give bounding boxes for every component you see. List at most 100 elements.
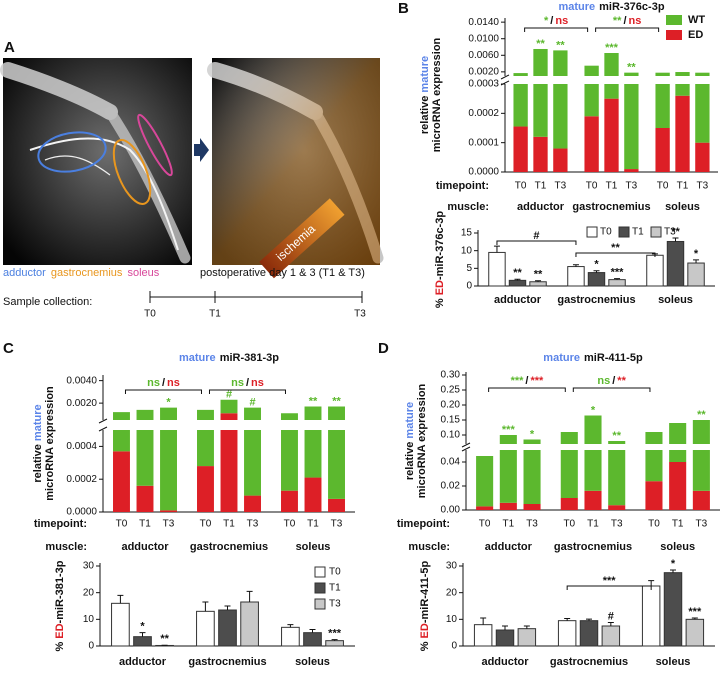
error-bar — [535, 280, 542, 282]
title-name: miR-411-5p — [584, 352, 643, 364]
significance-label: ** — [160, 633, 169, 645]
comparison-label: ** / ns — [613, 15, 641, 27]
bar — [508, 279, 527, 287]
bar-segment — [584, 415, 602, 444]
significance-label: * — [671, 558, 676, 570]
bar-segment — [604, 98, 619, 172]
title-prefix: mature — [558, 1, 595, 13]
legend-swatch — [618, 226, 630, 238]
timeline-point: T3 — [354, 309, 366, 320]
significance-label: ** — [309, 395, 318, 407]
group-label: soleus — [658, 294, 693, 306]
bar-segment — [655, 72, 670, 76]
y-axis-label: microRNA expression — [416, 383, 428, 498]
error-bar — [523, 625, 530, 629]
y-axis-label-part: relative — [32, 444, 44, 483]
bar — [579, 620, 599, 647]
x-tick-label: T1 — [606, 181, 618, 192]
bar — [488, 251, 506, 287]
x-tick-label: T3 — [611, 519, 623, 530]
error-bar — [139, 632, 146, 637]
y-tick-label: 0.0140 — [468, 17, 499, 28]
bar-segment — [675, 95, 690, 172]
y-tick-label: 0.0003 — [468, 79, 499, 90]
bar-segment — [160, 407, 177, 420]
bar-segment — [560, 450, 578, 498]
row-label: muscle: — [45, 541, 87, 553]
comparison-bracket — [124, 389, 202, 394]
x-tick-label: T0 — [200, 519, 212, 530]
y-axis-label-part: ED — [54, 623, 66, 638]
x-tick-label: T0 — [648, 519, 660, 530]
bar-segment — [499, 450, 517, 503]
bar-segment — [608, 441, 626, 444]
y-tick-label: 0.0002 — [468, 108, 499, 119]
y-axis-label: relative mature — [32, 404, 44, 482]
error-bar — [309, 628, 316, 633]
significance-label: * — [166, 397, 171, 409]
comparison-bracket — [488, 387, 566, 392]
group-label: adductor — [481, 656, 529, 668]
x-tick-label: T0 — [563, 519, 575, 530]
bar-segment — [584, 84, 599, 117]
bar-segment — [584, 116, 599, 172]
y-axis-label-part: ED — [419, 623, 431, 638]
bar-segment — [136, 430, 154, 486]
x-tick-label: T1 — [307, 519, 319, 530]
bar-segment — [113, 430, 130, 452]
y-axis-label-part: -miR-376c-3p — [434, 211, 446, 280]
timeline-point: T0 — [144, 309, 156, 320]
bar-segment — [624, 169, 639, 172]
y-axis-label-part: % — [434, 298, 446, 308]
x-tick-label: T0 — [515, 181, 527, 192]
significance-label: ** — [627, 62, 636, 74]
bar — [473, 624, 493, 647]
y-tick-label: 10 — [461, 245, 473, 256]
bar-segment — [476, 506, 494, 510]
x-tick-label: T1 — [672, 519, 684, 530]
legend-swatch — [314, 598, 326, 610]
y-tick-label: 0 — [466, 281, 472, 292]
bar — [281, 626, 300, 647]
bar-segment — [281, 490, 298, 512]
axis-break — [98, 418, 108, 424]
bar-segment — [160, 430, 177, 511]
comparison-separator: / — [162, 377, 165, 389]
y-tick-label: 30 — [83, 561, 95, 572]
bar-segment — [604, 84, 619, 99]
bar-segment — [692, 420, 710, 444]
bar — [666, 240, 685, 287]
comparison-ed: ns — [167, 377, 180, 389]
comparison-wt: ns — [597, 375, 610, 387]
error-bar — [564, 618, 571, 621]
y-tick-label: 10 — [83, 614, 95, 625]
error-bar — [691, 617, 698, 620]
muscle-outline — [112, 139, 152, 205]
row-label: muscle: — [447, 201, 489, 213]
y-tick-label: 0.0000 — [468, 167, 499, 178]
y-axis-label: % ED-miR-376c-3p — [434, 211, 446, 308]
xray-image: ischemia — [207, 58, 384, 279]
bar-segment — [624, 72, 639, 76]
bar-segment — [669, 423, 687, 444]
bar-segment — [645, 481, 663, 510]
bar-segment — [513, 126, 528, 172]
bar-segment — [584, 450, 602, 491]
bar — [601, 625, 621, 647]
comparison-wt: ns — [231, 377, 244, 389]
significance-label: ** — [534, 269, 543, 281]
bar-segment — [553, 50, 568, 76]
legend-label: T1 — [329, 583, 341, 594]
x-tick-label: T3 — [555, 181, 567, 192]
error-bar — [607, 622, 614, 626]
bar — [587, 272, 606, 287]
y-tick-label: 5 — [466, 263, 472, 274]
y-tick-label: 0.0002 — [66, 474, 97, 485]
group-label: adductor — [517, 201, 565, 213]
bar — [641, 585, 661, 647]
y-tick-label: 0 — [88, 641, 94, 652]
significance-label: ** — [697, 409, 706, 421]
significance-label: * — [594, 259, 599, 271]
legend-swatch — [666, 15, 682, 25]
bar — [567, 266, 585, 287]
